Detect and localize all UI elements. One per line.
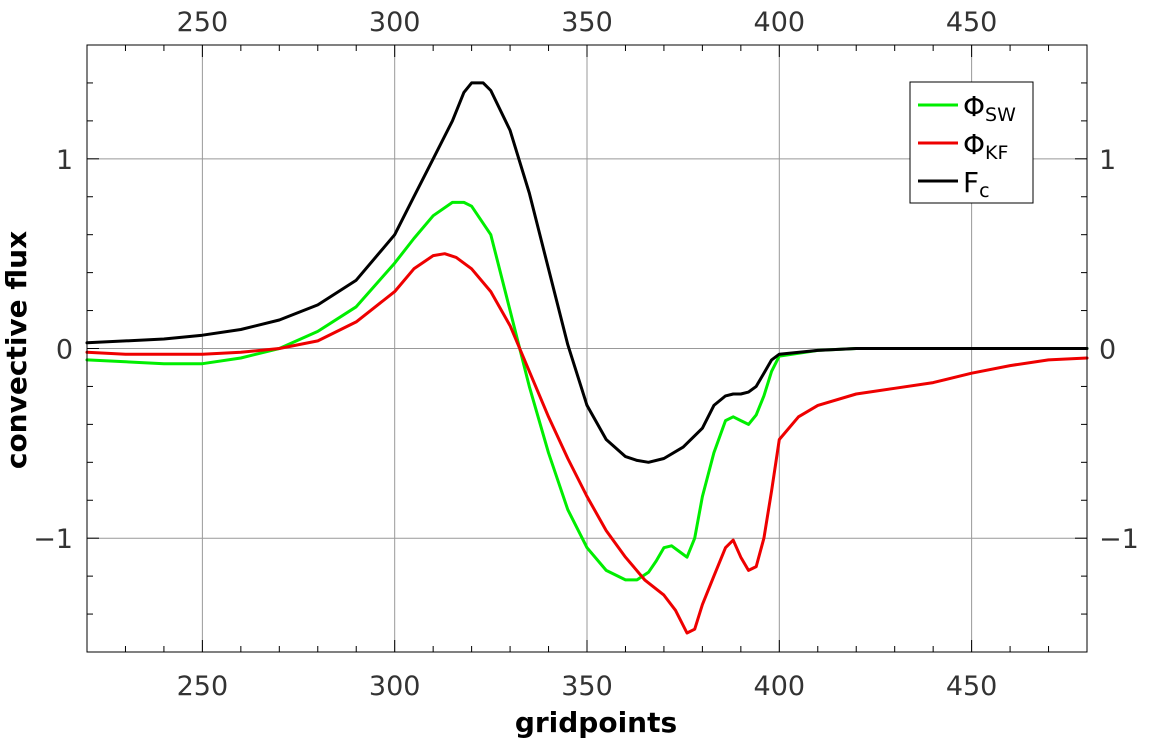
legend-label-phi-kf: ΦKF [963,128,1008,164]
legend-label-phi-sw: ΦSW [963,90,1016,126]
y-tick-label-left: −1 [33,524,73,555]
y-tick-label-left: 1 [56,145,73,176]
legend-label-fc: Fc [963,166,990,202]
x-tick-label-bottom: 300 [369,671,421,702]
x-tick-label-top: 250 [177,7,229,38]
series-line-2 [85,81,1089,464]
legend: ΦSW ΦKF Fc [909,81,1034,204]
series-line-1 [85,252,1089,635]
x-tick-label-top: 400 [754,7,806,38]
x-tick-label-top: 350 [561,7,613,38]
x-axis-label: gridpoints [515,706,677,739]
y-tick-label-left: 0 [56,335,73,366]
y-tick-label-right: 0 [1099,335,1116,366]
series-line-0 [85,200,1089,582]
x-tick-label-bottom: 250 [177,671,229,702]
axis-tick-labels: 250 250 300 300 350 350 400 400 450 450 −1 −1 0 0 1 1 [33,7,1139,702]
x-tick-label-top: 450 [946,7,998,38]
x-tick-label-bottom: 400 [754,671,806,702]
x-tick-label-bottom: 350 [561,671,613,702]
axis-ticks [86,44,1088,653]
y-tick-label-right: −1 [1099,524,1139,555]
y-tick-label-right: 1 [1099,145,1116,176]
series-lines [85,81,1089,635]
x-tick-label-bottom: 450 [946,671,998,702]
y-axis-label: convective flux [0,231,33,469]
x-tick-label-top: 300 [369,7,421,38]
